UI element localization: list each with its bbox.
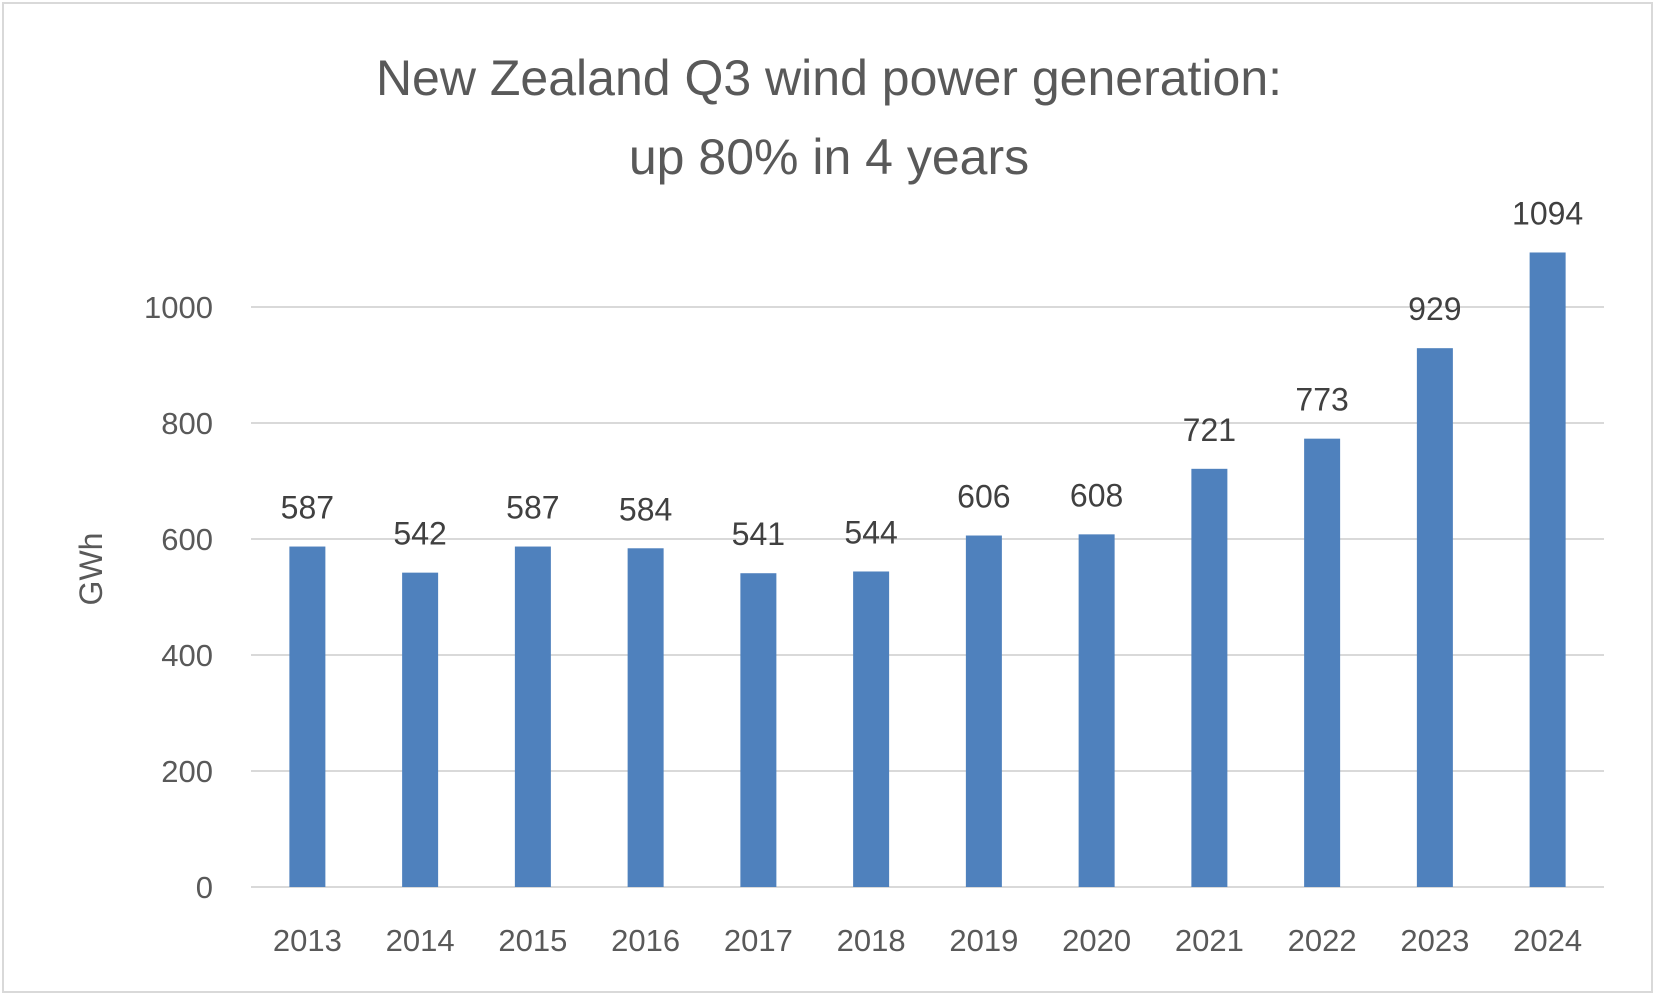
bar-2017	[740, 573, 777, 887]
x-tick-label: 2016	[611, 923, 680, 958]
x-tick-label: 2020	[1062, 923, 1131, 958]
bar-2021	[1191, 468, 1228, 887]
bar-2020	[1078, 534, 1115, 887]
x-tick-label: 2017	[724, 923, 793, 958]
y-axis-label: GWh	[73, 533, 109, 606]
data-label: 587	[506, 490, 559, 526]
x-tick-label: 2022	[1288, 923, 1357, 958]
bar-2019	[965, 535, 1002, 887]
x-tick-label: 2015	[498, 923, 567, 958]
y-tick-label: 1000	[144, 290, 213, 325]
bar-2023	[1416, 348, 1453, 887]
data-label: 773	[1295, 382, 1348, 418]
data-label: 541	[732, 516, 785, 552]
x-tick-label: 2014	[386, 923, 455, 958]
y-tick-label: 800	[161, 406, 213, 441]
data-label: 544	[844, 514, 897, 550]
bar-2015	[514, 546, 551, 887]
y-tick-label: 600	[161, 522, 213, 557]
x-tick-label: 2023	[1400, 923, 1469, 958]
data-label: 721	[1183, 412, 1236, 448]
chart-title-line-2: up 80% in 4 years	[629, 129, 1029, 185]
data-label: 1094	[1512, 195, 1583, 231]
y-tick-label: 0	[196, 870, 213, 905]
y-tick-label: 400	[161, 638, 213, 673]
bar-2014	[402, 572, 439, 887]
x-tick-label: 2024	[1513, 923, 1582, 958]
data-label: 929	[1408, 291, 1461, 327]
data-label: 584	[619, 491, 672, 527]
chart-title-line-1: New Zealand Q3 wind power generation:	[376, 50, 1282, 106]
bar-2013	[289, 546, 326, 887]
data-label: 542	[393, 516, 446, 552]
x-tick-label: 2018	[837, 923, 906, 958]
bar-2018	[853, 571, 890, 887]
data-label: 587	[281, 490, 334, 526]
data-label: 608	[1070, 477, 1123, 513]
bar-2024	[1529, 252, 1566, 888]
y-tick-label: 200	[161, 754, 213, 789]
bar-2016	[627, 548, 664, 887]
x-tick-label: 2019	[949, 923, 1018, 958]
data-label: 606	[957, 479, 1010, 515]
x-tick-label: 2013	[273, 923, 342, 958]
bar-2022	[1304, 438, 1341, 887]
x-tick-label: 2021	[1175, 923, 1244, 958]
